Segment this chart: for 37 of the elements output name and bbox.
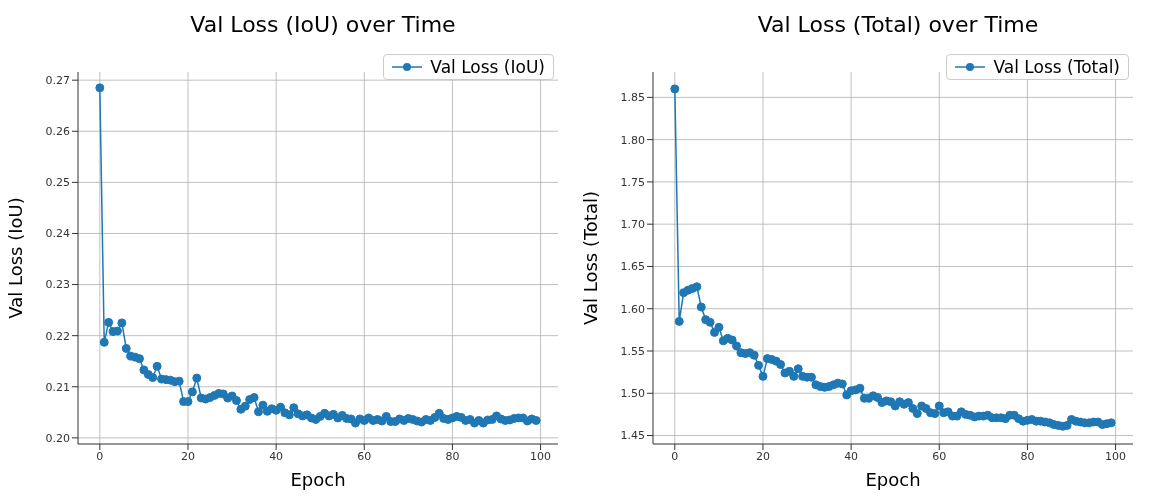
y-tick-label: 0.26 — [45, 125, 70, 139]
y-tick-label: 1.60 — [620, 302, 645, 316]
y-tick-label: 0.27 — [45, 74, 70, 88]
x-tick-label: 20 — [755, 449, 770, 463]
x-tick-label: 40 — [844, 449, 859, 463]
y-tick-label: 0.21 — [45, 380, 70, 394]
x-axis-title: Epoch — [865, 469, 921, 490]
legend-label: Val Loss (IoU) — [430, 57, 545, 77]
y-tick-label: 1.80 — [620, 133, 645, 147]
y-tick-label: 1.50 — [620, 387, 645, 401]
x-axis-title: Epoch — [290, 469, 346, 490]
y-tick-label: 1.55 — [620, 344, 645, 358]
y-tick-label: 0.20 — [45, 431, 70, 445]
x-tick-label: 80 — [445, 449, 460, 463]
x-tick-label: 100 — [1105, 449, 1127, 463]
x-tick-label: 0 — [671, 449, 679, 463]
x-tick-label: 0 — [96, 449, 104, 463]
y-tick-label: 1.85 — [620, 91, 645, 105]
y-tick-label: 1.75 — [620, 175, 645, 189]
chart-title: Val Loss (IoU) over Time — [189, 11, 457, 39]
y-tick-label: 0.24 — [45, 227, 70, 241]
x-tick-label: 60 — [357, 449, 372, 463]
y-axis-title: Val Loss (IoU) — [5, 197, 27, 319]
chart-title: Val Loss (Total) over Time — [756, 11, 1040, 39]
legend-label: Val Loss (Total) — [993, 57, 1120, 77]
y-tick-label: 1.45 — [620, 429, 645, 443]
y-tick-label: 0.22 — [45, 329, 70, 343]
y-tick-label: 0.23 — [45, 278, 70, 292]
y-axis-title: Val Loss (Total) — [580, 191, 602, 325]
x-tick-label: 100 — [530, 449, 552, 463]
x-tick-label: 80 — [1020, 449, 1035, 463]
x-tick-label: 20 — [180, 449, 195, 463]
x-tick-label: 60 — [932, 449, 947, 463]
x-tick-label: 40 — [269, 449, 284, 463]
y-tick-label: 1.65 — [620, 260, 645, 274]
y-tick-label: 0.25 — [45, 176, 70, 190]
y-tick-label: 1.70 — [620, 218, 645, 232]
